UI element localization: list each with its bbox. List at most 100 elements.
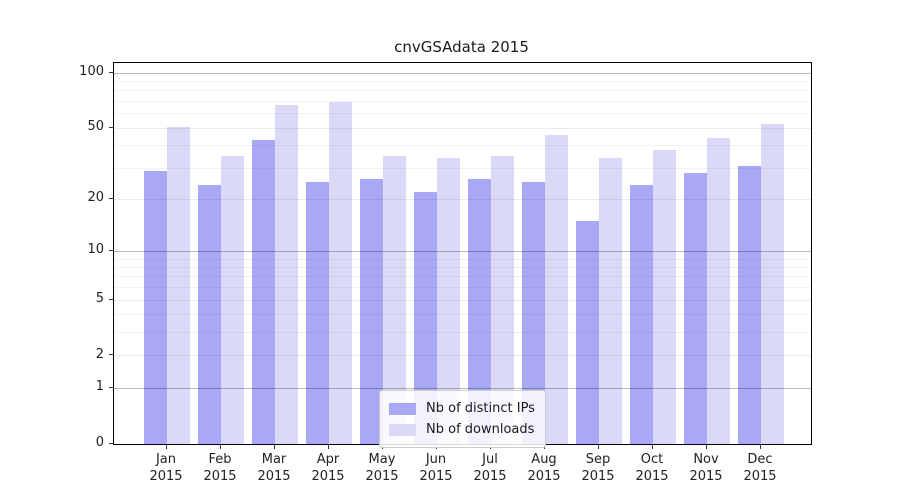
gridline — [114, 101, 811, 103]
bar-distinct-ips-oct — [630, 185, 653, 444]
bar-downloads-jul — [491, 156, 514, 444]
gridline — [114, 198, 811, 200]
x-tick-mark — [165, 444, 167, 449]
gridline — [114, 314, 811, 316]
x-tick-label: Jul 2015 — [460, 451, 520, 485]
y-tick-label: 20 — [87, 190, 104, 206]
x-tick-year: 2015 — [689, 469, 723, 484]
y-tick-label: 1 — [95, 379, 104, 395]
x-tick-month: Jun — [425, 452, 447, 467]
y-tick-label: 0 — [95, 435, 104, 450]
bar-downloads-feb — [221, 156, 244, 444]
bar-downloads-sep — [599, 158, 622, 444]
x-tick-label: Mar 2015 — [244, 451, 304, 485]
y-tick-mark — [109, 126, 114, 128]
bar-distinct-ips-dec — [738, 165, 761, 444]
x-tick-year: 2015 — [581, 469, 615, 484]
y-tick-mark — [109, 386, 114, 388]
x-tick-mark — [219, 444, 221, 449]
x-tick-year: 2015 — [743, 469, 777, 484]
gridline — [114, 266, 811, 268]
gridline — [114, 90, 811, 92]
x-tick-year: 2015 — [311, 469, 345, 484]
y-tick-mark — [109, 442, 114, 444]
x-tick-label: Dec 2015 — [730, 451, 790, 485]
x-tick-label: Sep 2015 — [568, 451, 628, 485]
x-tick-label: Nov 2015 — [676, 451, 736, 485]
gridline — [114, 113, 811, 115]
y-tick-mark — [109, 249, 114, 251]
y-tick-label: 5 — [95, 291, 104, 307]
x-tick-label: Aug 2015 — [514, 451, 574, 485]
x-tick-label: Jan 2015 — [136, 451, 196, 485]
x-tick-label: May 2015 — [352, 451, 412, 485]
gridline — [114, 276, 811, 278]
y-tick-label: 50 — [87, 119, 104, 135]
x-tick-month: Sep — [585, 452, 611, 467]
x-tick-year: 2015 — [365, 469, 399, 484]
x-tick-mark — [705, 444, 707, 449]
x-tick-year: 2015 — [149, 469, 183, 484]
bar-distinct-ips-apr — [306, 182, 329, 444]
gridline — [114, 332, 811, 334]
gridline — [114, 258, 811, 260]
x-tick-year: 2015 — [635, 469, 669, 484]
bar-distinct-ips-feb — [198, 185, 221, 444]
x-tick-month: Aug — [531, 452, 557, 467]
plot-area — [113, 62, 812, 445]
bar-downloads-oct — [653, 149, 676, 444]
x-tick-year: 2015 — [527, 469, 561, 484]
gridline — [114, 145, 811, 147]
y-tick-mark — [109, 354, 114, 356]
bar-distinct-ips-may — [360, 179, 383, 444]
x-tick-month: Jul — [482, 452, 498, 467]
legend-label-nb-of-downloads: Nb of downloads — [426, 422, 535, 437]
x-tick-month: Jan — [155, 452, 177, 467]
bar-downloads-dec — [761, 123, 784, 444]
gridline — [114, 299, 811, 301]
y-tick-label: 100 — [79, 64, 104, 80]
x-tick-year: 2015 — [203, 469, 237, 484]
gridline — [114, 81, 811, 83]
x-tick-mark — [327, 444, 329, 449]
legend-row: Nb of downloads — [389, 419, 535, 440]
x-tick-month: Nov — [693, 452, 719, 467]
bar-downloads-may — [383, 156, 406, 444]
y-tick-mark — [109, 298, 114, 300]
gridline — [114, 167, 811, 169]
bar-downloads-aug — [545, 134, 568, 444]
x-tick-month: Mar — [261, 452, 287, 467]
y-tick-mark — [109, 71, 114, 73]
x-tick-label: Feb 2015 — [190, 451, 250, 485]
x-tick-mark — [651, 444, 653, 449]
gridline — [114, 72, 811, 74]
legend-swatch-nb-of-downloads — [389, 423, 416, 436]
x-tick-mark — [759, 444, 761, 449]
gridline — [114, 250, 811, 252]
y-tick-label: 10 — [87, 242, 104, 258]
x-tick-year: 2015 — [257, 469, 291, 484]
bar-downloads-mar — [275, 105, 298, 444]
x-tick-month: Dec — [747, 452, 773, 467]
x-tick-label: Apr 2015 — [298, 451, 358, 485]
gridline — [114, 355, 811, 357]
bar-distinct-ips-nov — [684, 173, 707, 444]
y-tick-label: 2 — [95, 346, 104, 362]
legend-label-nb-of-distinct-ips: Nb of distinct IPs — [426, 401, 535, 416]
x-tick-label: Oct 2015 — [622, 451, 682, 485]
gridline — [114, 387, 811, 389]
bar-distinct-ips-mar — [252, 139, 275, 444]
bar-downloads-jun — [437, 158, 460, 444]
x-tick-month: Oct — [640, 452, 664, 467]
x-tick-month: Feb — [208, 452, 232, 467]
bar-distinct-ips-jan — [144, 170, 167, 444]
x-tick-year: 2015 — [419, 469, 453, 484]
bar-distinct-ips-jun — [414, 192, 437, 444]
bar-downloads-apr — [329, 101, 352, 444]
bar-distinct-ips-aug — [522, 182, 545, 444]
x-tick-mark — [273, 444, 275, 449]
chart-title: cnvGSAdata 2015 — [394, 38, 529, 56]
bar-downloads-jan — [167, 126, 190, 444]
bar-distinct-ips-sep — [576, 221, 599, 444]
